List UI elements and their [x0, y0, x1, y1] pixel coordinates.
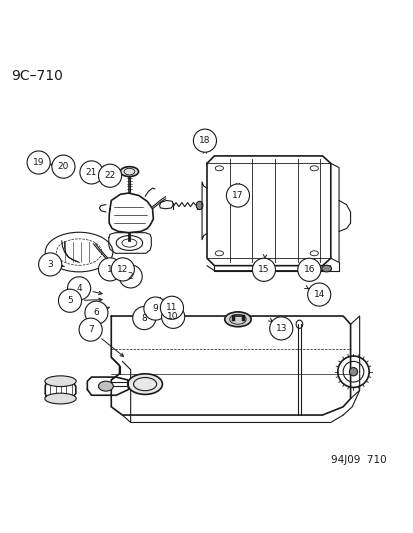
Circle shape [252, 259, 275, 281]
Circle shape [79, 318, 102, 341]
Circle shape [269, 317, 292, 340]
Text: 4: 4 [76, 284, 82, 293]
Ellipse shape [128, 374, 162, 394]
Circle shape [52, 155, 75, 178]
Text: 17: 17 [232, 191, 243, 200]
Ellipse shape [98, 381, 113, 391]
Text: 8: 8 [141, 313, 147, 322]
Circle shape [67, 277, 90, 300]
Circle shape [226, 184, 249, 207]
Circle shape [38, 253, 62, 276]
Text: 16: 16 [303, 265, 314, 274]
Text: 3: 3 [47, 260, 53, 269]
Circle shape [85, 301, 108, 324]
Ellipse shape [196, 201, 202, 209]
Circle shape [161, 305, 184, 328]
Ellipse shape [349, 368, 357, 376]
Circle shape [27, 151, 50, 174]
Text: 14: 14 [313, 290, 324, 299]
Circle shape [58, 289, 81, 312]
Circle shape [160, 296, 183, 319]
Text: 15: 15 [258, 265, 269, 274]
Circle shape [119, 265, 142, 288]
Circle shape [144, 297, 166, 320]
Text: 10: 10 [167, 312, 178, 321]
Text: 94J09  710: 94J09 710 [330, 455, 385, 465]
Text: 7: 7 [88, 325, 93, 334]
Circle shape [133, 306, 155, 329]
Ellipse shape [45, 376, 76, 386]
Circle shape [98, 164, 121, 187]
Text: 6: 6 [93, 308, 99, 317]
Text: 19: 19 [33, 158, 44, 167]
Text: 9: 9 [152, 304, 158, 313]
Text: 2: 2 [128, 272, 133, 281]
Text: 22: 22 [104, 171, 115, 180]
Circle shape [98, 258, 121, 281]
Text: 13: 13 [275, 324, 286, 333]
Ellipse shape [224, 312, 251, 327]
Circle shape [80, 161, 103, 184]
Ellipse shape [321, 265, 331, 272]
Text: 9C–710: 9C–710 [11, 69, 63, 83]
Text: 20: 20 [57, 162, 69, 171]
Circle shape [297, 259, 320, 281]
Text: 18: 18 [199, 136, 210, 145]
Ellipse shape [45, 393, 76, 404]
Text: 11: 11 [166, 303, 177, 312]
Text: 21: 21 [85, 168, 97, 177]
Text: 12: 12 [117, 265, 128, 274]
Circle shape [193, 129, 216, 152]
Ellipse shape [120, 167, 138, 176]
Text: 1: 1 [107, 265, 113, 274]
Text: 5: 5 [67, 296, 73, 305]
Circle shape [111, 258, 134, 281]
Circle shape [307, 283, 330, 306]
